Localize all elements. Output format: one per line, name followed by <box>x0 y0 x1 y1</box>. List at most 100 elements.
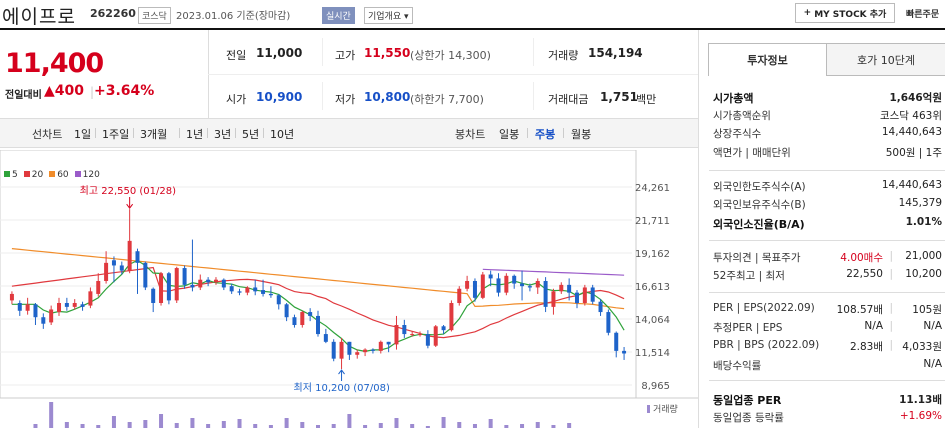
info-label: 시가총액순위 <box>713 110 771 122</box>
realtime-button[interactable]: 실시간 <box>322 7 355 24</box>
candle-body <box>300 312 305 326</box>
candle-body <box>402 325 407 335</box>
candle-body <box>284 304 289 318</box>
info-value: N/A <box>923 358 942 370</box>
volume-bar <box>96 425 101 428</box>
candle-body <box>229 286 234 292</box>
candle-tab-1[interactable]: 주봉 <box>535 128 556 141</box>
line-tab-6[interactable]: 10년 <box>270 128 295 141</box>
volume-bar <box>300 422 305 428</box>
tab-investment-info[interactable]: 투자정보 <box>708 44 827 76</box>
open-value: 10,900 <box>256 90 303 104</box>
y-tick-label: 14,064 <box>635 315 670 326</box>
panel-divider <box>709 292 945 293</box>
info-row: 시가총액 1,646억원 <box>713 90 945 108</box>
info-label: 배당수익률 <box>713 360 762 372</box>
info-label: 액면가 | 매매단위 <box>713 147 791 159</box>
low-annotation: 최저 10,200 (07/08) <box>294 382 390 394</box>
candle-body <box>174 268 179 301</box>
candle-body <box>520 283 525 287</box>
legend-label: 20 <box>31 170 44 180</box>
candle-body <box>41 317 46 324</box>
legend-item-60: 60 <box>49 170 69 180</box>
candle-body <box>143 262 148 288</box>
line-tab-1[interactable]: 1주일 <box>102 128 130 141</box>
tab-separator <box>263 128 264 138</box>
divider <box>533 82 534 110</box>
legend-item-5: 5 <box>4 170 18 180</box>
info-label: PER | EPS(2022.09) <box>713 302 815 314</box>
candle-body <box>331 341 336 359</box>
info-label: 상장주식수 <box>713 128 762 140</box>
tab-separator <box>563 128 564 138</box>
info-row: 시가총액순위 코스닥 463위 <box>713 108 945 126</box>
volume-bar <box>268 425 273 428</box>
separator: | <box>90 85 95 99</box>
candle-body <box>355 352 360 355</box>
candle-body <box>316 315 320 335</box>
info-row: 외국인한도주식수(A) 14,440,643 <box>713 179 945 197</box>
candle-body <box>323 334 328 342</box>
my-stock-add-button[interactable]: + MY STOCK 추가 <box>795 3 895 23</box>
info-value: +1.69% <box>899 410 942 422</box>
chevron-down-icon: ▾ <box>404 12 409 22</box>
info-label: 동일업종 PER <box>713 394 782 407</box>
line-tab-4[interactable]: 3년 <box>214 128 232 141</box>
y-tick-label: 8,965 <box>641 381 670 392</box>
candle-body <box>449 302 454 331</box>
line-tab-5[interactable]: 5년 <box>242 128 260 141</box>
company-overview-dropdown[interactable]: 기업개요 ▾ <box>364 7 413 24</box>
volume-bar <box>472 424 477 428</box>
stock-code: 262260 <box>90 7 136 20</box>
quick-order-link[interactable]: 빠른주문 <box>906 10 940 20</box>
low-arrow-head <box>338 369 345 375</box>
legend-item-120: 120 <box>74 170 100 180</box>
candle-tab-2[interactable]: 월봉 <box>571 128 592 141</box>
line-tab-0[interactable]: 1일 <box>74 128 92 141</box>
candle-body <box>221 279 226 288</box>
legend-swatch <box>49 171 56 177</box>
info-label: 동일업종 등락률 <box>713 412 784 424</box>
divider <box>322 82 323 110</box>
y-tick-label: 16,613 <box>635 282 670 293</box>
info-row: 52주최고 | 최저 22,550 | 10,200 <box>713 268 945 286</box>
high-label: 고가 <box>335 49 356 62</box>
volume-bar <box>127 422 132 428</box>
value-separator: | <box>889 320 893 332</box>
candle-body <box>598 301 603 313</box>
candle-body <box>25 304 30 311</box>
info-row: 동일업종 등락률 +1.69% <box>713 410 945 428</box>
legend-swatch <box>23 171 30 177</box>
candle-body <box>543 280 548 307</box>
value-separator: | <box>889 339 893 351</box>
divider <box>698 30 699 428</box>
line-tab-3[interactable]: 1년 <box>186 128 204 141</box>
legend-item-20: 20 <box>23 170 44 180</box>
chart-tab-bar <box>0 118 698 148</box>
row-divider <box>208 74 698 75</box>
volume-bar <box>504 425 509 428</box>
candle-body <box>496 278 501 293</box>
volume-bar <box>551 425 556 428</box>
volume-bar <box>425 426 430 428</box>
candle-body <box>151 288 156 303</box>
info-label: 시가총액 <box>713 92 754 105</box>
prev-value: 11,000 <box>256 46 303 60</box>
candle-body <box>386 341 391 345</box>
info-value: 10,200 <box>905 268 942 280</box>
my-stock-label: MY STOCK 추가 <box>814 9 887 20</box>
candle-body <box>590 287 595 302</box>
candle-tab-0[interactable]: 일봉 <box>499 128 520 141</box>
volume-bar <box>49 402 54 428</box>
candle-body <box>96 280 101 294</box>
line-tab-2[interactable]: 3개월 <box>140 128 168 141</box>
volume-bar <box>457 422 462 428</box>
volume-bar <box>253 424 258 428</box>
panel-divider <box>709 380 945 381</box>
legend-label: 120 <box>82 170 100 180</box>
volume-bar <box>80 424 85 428</box>
candle-body <box>111 260 116 266</box>
candle-body <box>261 290 266 294</box>
tab-order-book[interactable]: 호가 10단계 <box>827 44 945 76</box>
ma-120-line <box>482 268 625 276</box>
